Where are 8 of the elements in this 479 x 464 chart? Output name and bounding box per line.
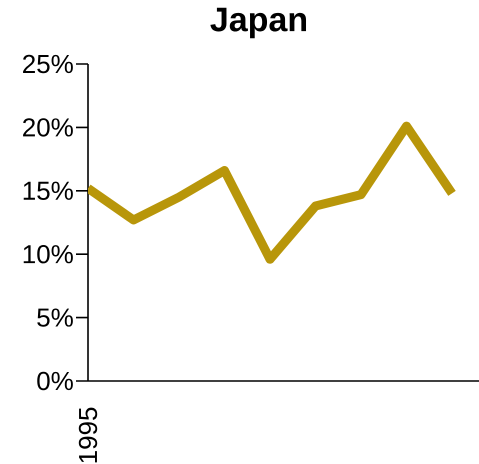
- y-tick-label: 10%: [24, 244, 73, 264]
- y-tick-label: 5%: [37, 308, 73, 327]
- y-tick-label: 0%: [37, 372, 73, 390]
- chart-title: Japan: [210, 8, 306, 38]
- y-tick-label: 15%: [24, 182, 73, 200]
- y-tick-label: 25%: [23, 54, 73, 74]
- x-tick-label: 1995: [78, 408, 98, 462]
- y-tick-label: 20%: [23, 118, 73, 137]
